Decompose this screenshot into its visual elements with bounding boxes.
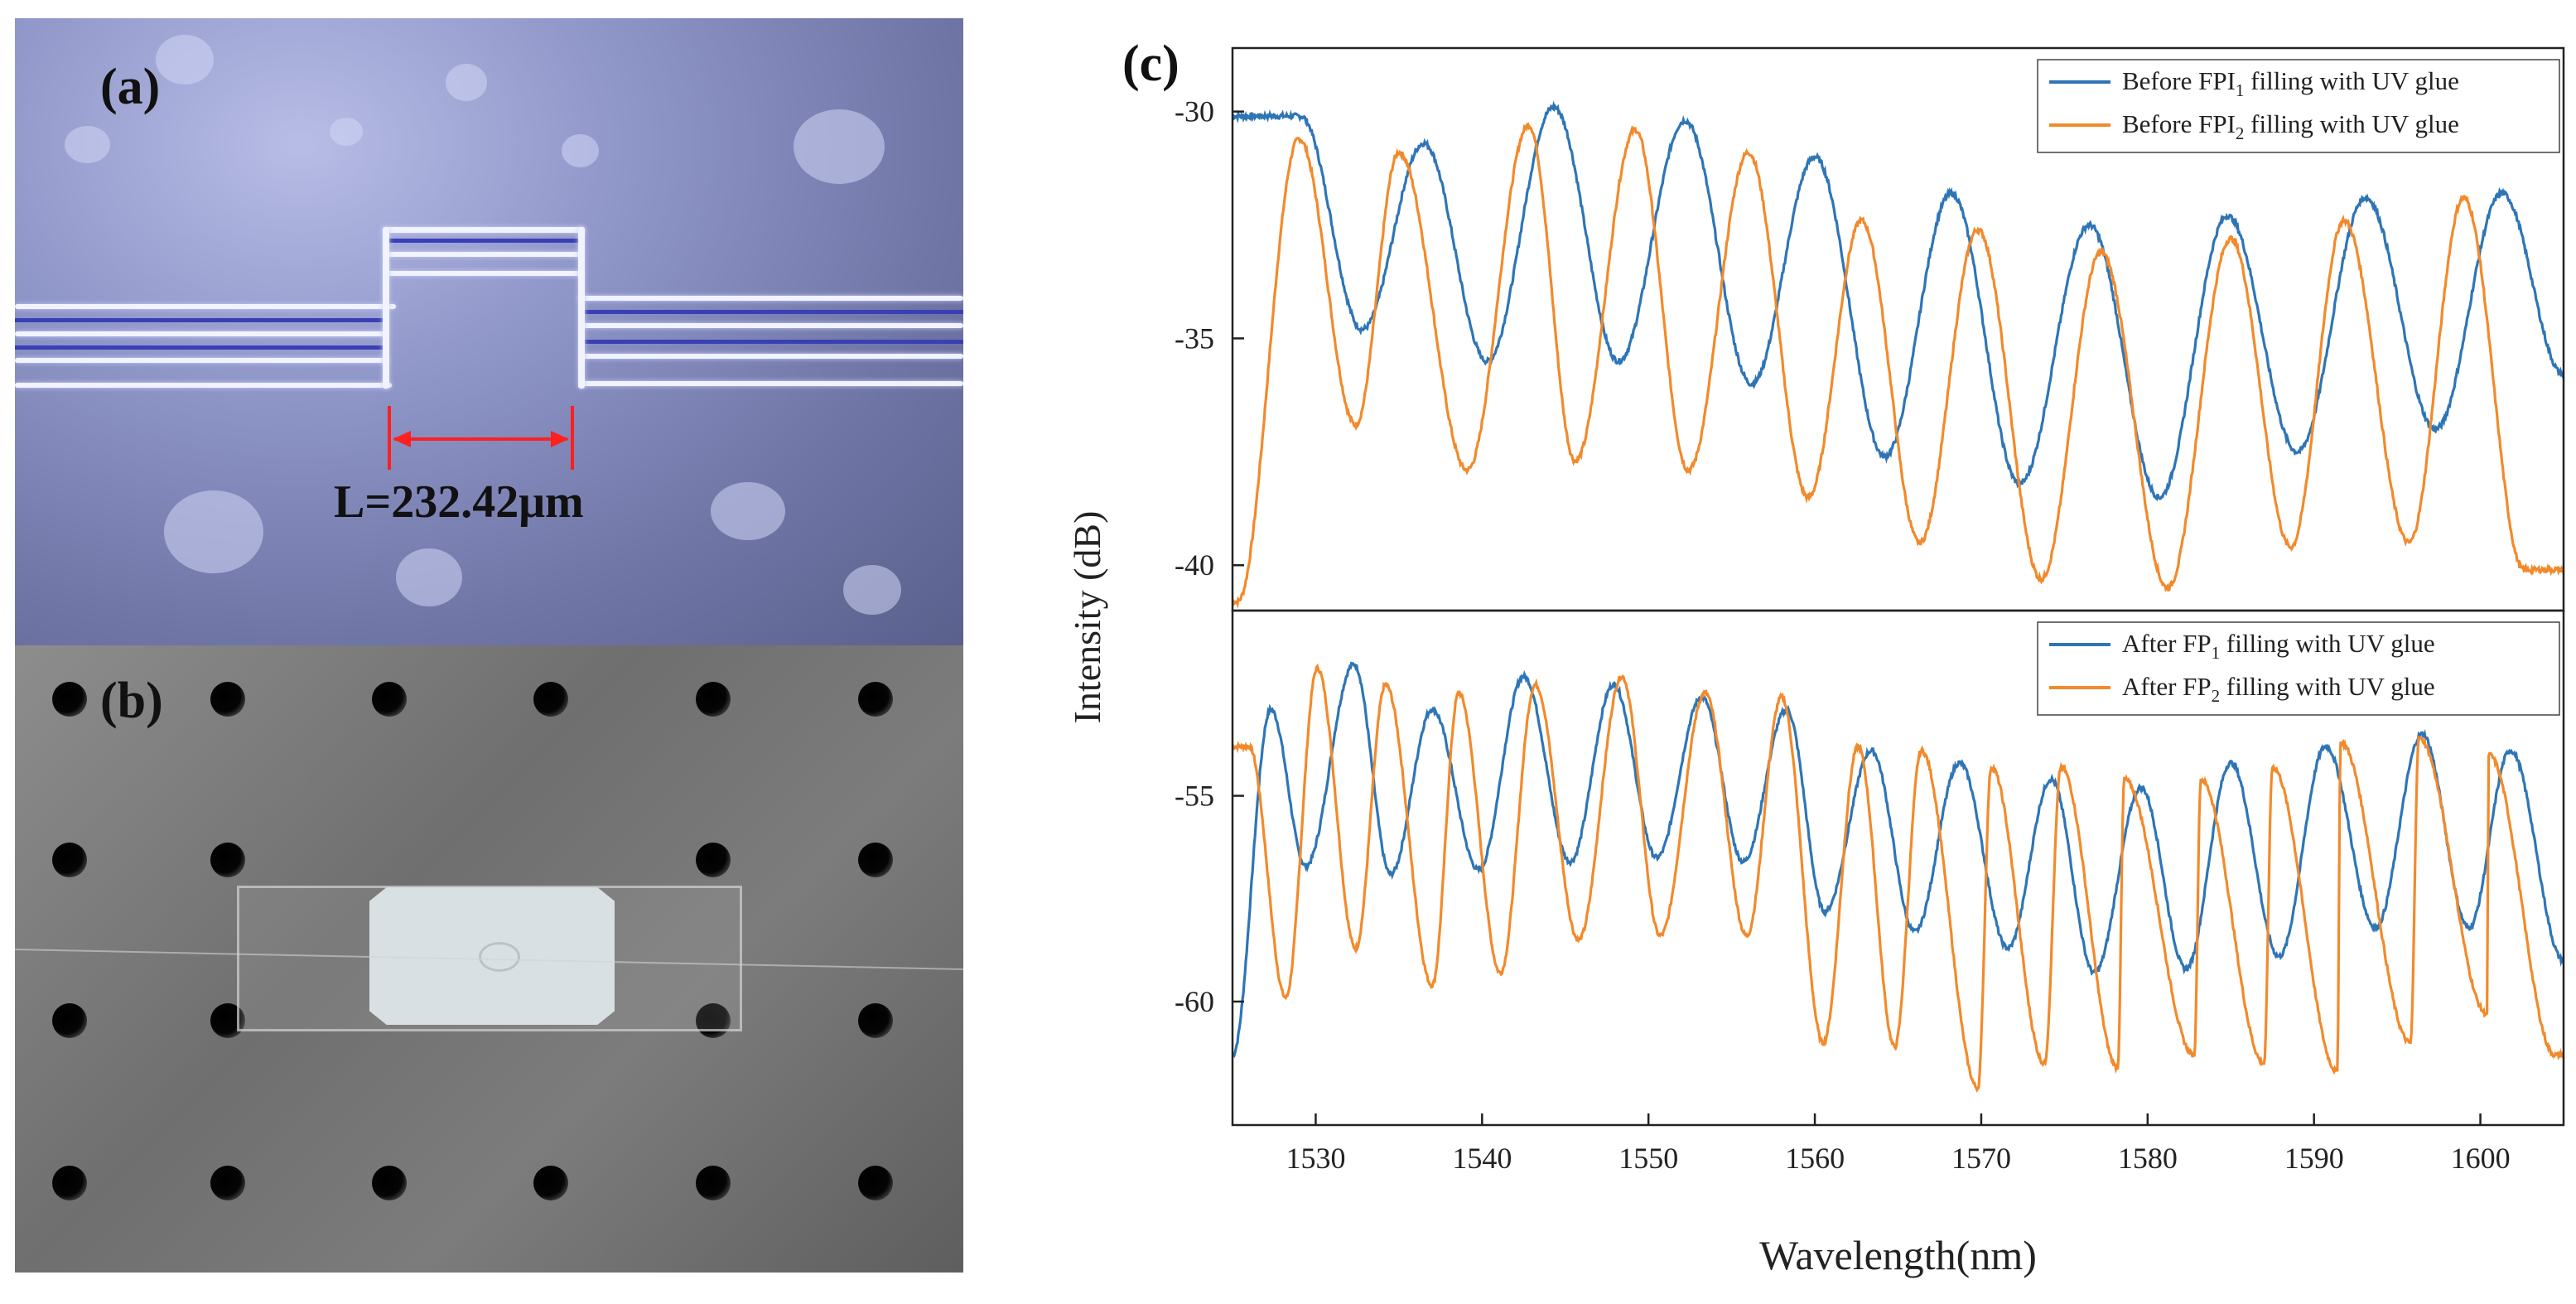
- breadboard-hole: [52, 682, 87, 717]
- x-tick-label: 1600: [2451, 1142, 2511, 1175]
- series-line-bottom-2: [1233, 663, 2564, 1094]
- breadboard-hole: [696, 1003, 731, 1038]
- arrow-left-icon: [393, 431, 411, 447]
- y-tick-label: -35: [1175, 321, 1214, 355]
- legend-entry: Before FPI1 filling with UV glue: [2122, 66, 2459, 100]
- breadboard-hole: [52, 843, 87, 877]
- background-speck: [330, 118, 363, 146]
- fiber-right-edge: [581, 381, 963, 386]
- x-tick-label: 1540: [1452, 1142, 1512, 1175]
- y-tick-label: -60: [1175, 985, 1214, 1018]
- x-tick-label: 1590: [2284, 1142, 2344, 1175]
- cavity-left-wall: [383, 227, 389, 389]
- sensor-photo-panel: (b): [15, 645, 963, 1273]
- spectrum-chart: -30 -35 -40 Before FPI1 filling with UV glu…: [1066, 46, 2565, 1278]
- fiber-right-edge: [578, 296, 963, 301]
- fiber-left-core: [15, 345, 388, 350]
- arrow-right-icon: [551, 431, 569, 447]
- breadboard-hole: [210, 1166, 245, 1200]
- measurement-overlay: [388, 406, 574, 470]
- series-line-top-1: [1233, 100, 2564, 502]
- background-speck: [711, 482, 785, 540]
- x-axis-label: Wavelength(nm): [1759, 1232, 2037, 1278]
- cavity-top-edge: [383, 227, 585, 233]
- fiber-left-edge: [15, 304, 396, 309]
- cavity-wall: [386, 239, 583, 243]
- legend-entry: After FP2 filling with UV glue: [2122, 672, 2435, 706]
- bottom-panel-frame: [1231, 609, 2565, 1127]
- breadboard-hole: [858, 843, 893, 877]
- fiber-right-edge: [581, 323, 963, 328]
- panel-b-label: (b): [100, 673, 163, 729]
- background-speck: [65, 126, 110, 163]
- panel-a-label: (a): [100, 59, 161, 115]
- y-tick-label: -55: [1175, 780, 1214, 813]
- cavity-right-wall: [578, 227, 585, 389]
- y-axis-label: Intensity (dB): [1066, 511, 1108, 724]
- fiber-right-core: [581, 340, 963, 344]
- breadboard-hole: [533, 682, 568, 717]
- breadboard-hole: [858, 682, 893, 717]
- series-line-bottom-1: [1233, 661, 2564, 1059]
- x-tick-label: 1560: [1785, 1142, 1845, 1175]
- y-tick-label: -30: [1175, 95, 1214, 128]
- fiber-right-edge: [581, 354, 963, 359]
- fiber-left-core: [15, 318, 388, 322]
- background-speck: [446, 64, 487, 101]
- axis-layer: -30 -35 -40 Before FPI1 filling with UV glu…: [1175, 46, 2565, 1175]
- x-tick-label: 1580: [2118, 1142, 2178, 1175]
- cavity-wall: [386, 252, 583, 257]
- fiber-right-core: [580, 310, 963, 314]
- breadboard-hole: [696, 1166, 731, 1200]
- background-speck: [794, 109, 885, 184]
- panel-c-label: (c): [1122, 36, 1179, 92]
- background-speck: [562, 134, 599, 167]
- breadboard-hole: [858, 1166, 893, 1200]
- legend-entry: Before FPI2 filling with UV glue: [2122, 109, 2459, 143]
- x-tick-label: 1530: [1286, 1142, 1345, 1175]
- breadboard-hole: [696, 843, 731, 877]
- breadboard-hole: [858, 1003, 893, 1038]
- background-speck: [164, 490, 263, 573]
- legend-entry: After FP1 filling with UV glue: [2122, 629, 2435, 663]
- breadboard-hole: [210, 1003, 245, 1038]
- background-speck: [396, 548, 462, 606]
- fiber-left-edge: [15, 358, 389, 363]
- breadboard-hole: [696, 682, 731, 717]
- breadboard-hole: [372, 1166, 407, 1200]
- x-tick-label: 1570: [1951, 1142, 2011, 1175]
- breadboard-hole: [210, 843, 245, 877]
- fiber-left-edge: [15, 331, 388, 336]
- breadboard-hole: [210, 682, 245, 717]
- x-tick-label: 1550: [1618, 1142, 1678, 1175]
- microscope-image-panel: L=232.42μm (a): [15, 18, 963, 645]
- cavity-wall: [388, 271, 583, 276]
- background-speck: [156, 35, 214, 85]
- y-tick-label: -40: [1175, 548, 1214, 582]
- background-speck: [843, 565, 901, 615]
- breadboard-hole: [372, 682, 407, 717]
- fiber-left-edge: [15, 383, 392, 388]
- legend-box: [2037, 59, 2560, 153]
- plot-layer: [1233, 100, 2564, 1094]
- sensor-glue-spot: [479, 942, 520, 972]
- length-annotation: L=232.42μm: [334, 476, 584, 528]
- breadboard-hole: [52, 1166, 87, 1200]
- breadboard-hole: [533, 1166, 568, 1200]
- breadboard-hole: [52, 1003, 87, 1038]
- legend-box: [2037, 621, 2560, 716]
- series-line-top-2: [1233, 122, 2564, 609]
